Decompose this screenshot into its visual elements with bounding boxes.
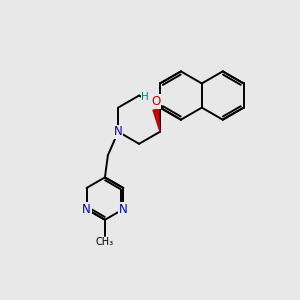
- Text: CH₃: CH₃: [96, 238, 114, 248]
- Text: H: H: [141, 92, 149, 102]
- Text: N: N: [114, 125, 123, 138]
- Polygon shape: [153, 109, 160, 132]
- Text: N: N: [82, 203, 91, 216]
- Text: N: N: [119, 203, 128, 216]
- Text: O: O: [151, 95, 160, 108]
